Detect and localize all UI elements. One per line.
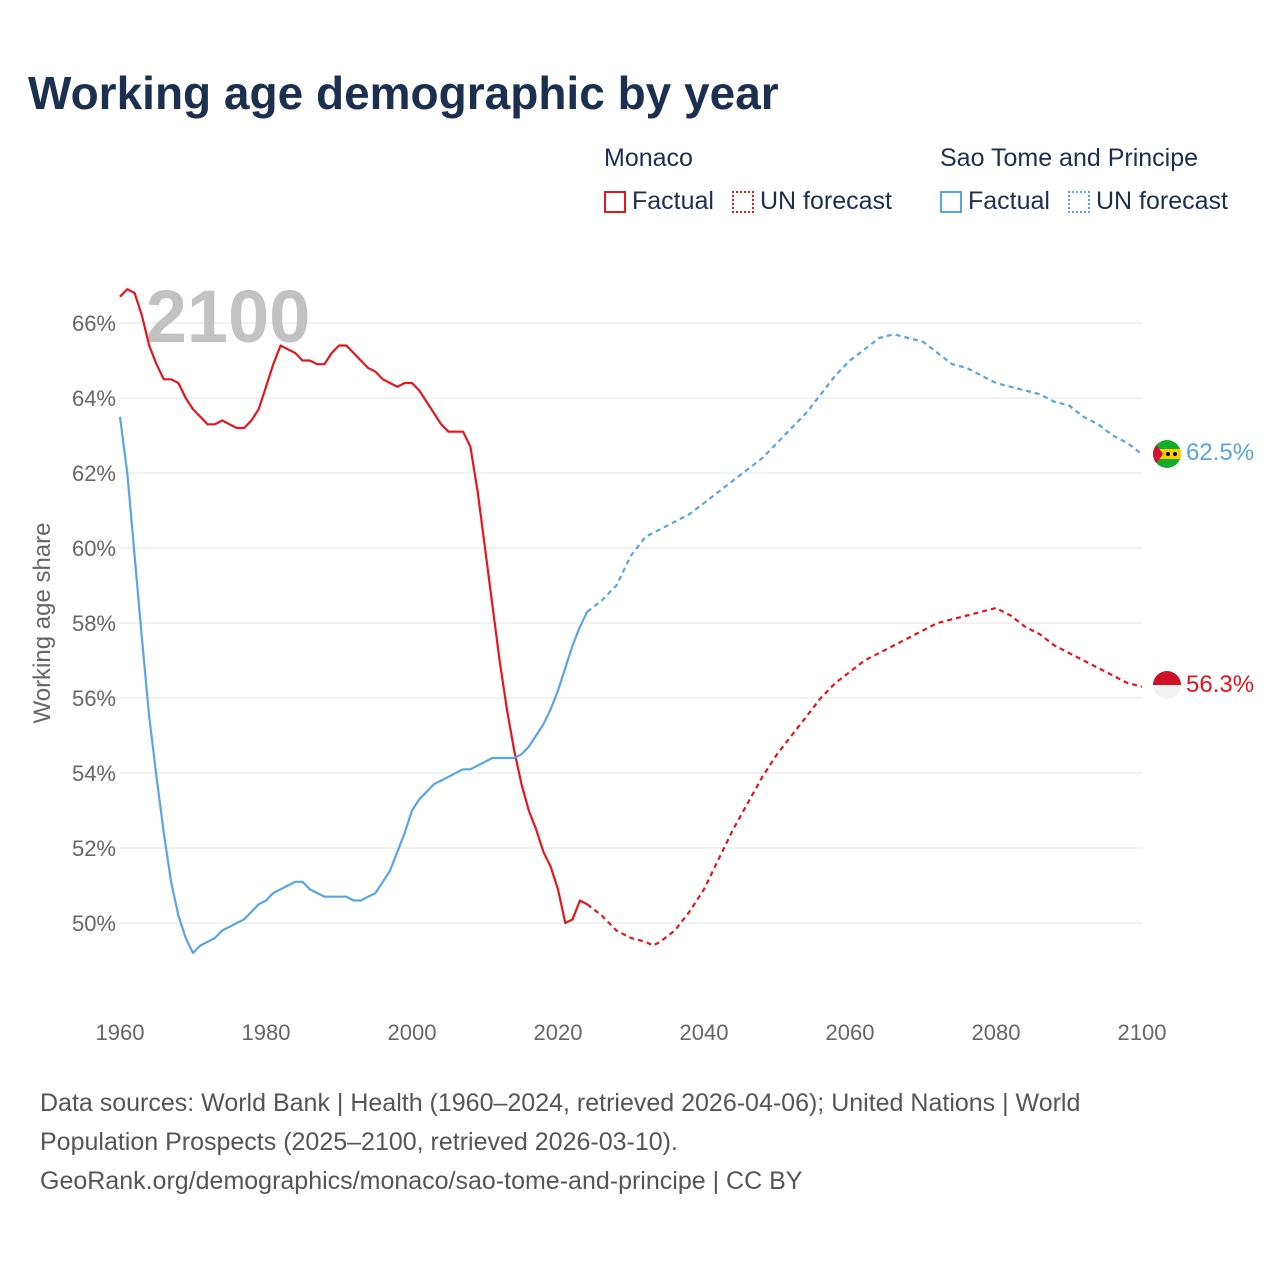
series-lines [118, 288, 1143, 955]
legend-sao-tome-forecast-swatch [1067, 190, 1090, 213]
source-line-1: Data sources: World Bank | Health (1960–… [40, 1089, 1081, 1117]
monaco-forecast-line [586, 606, 1143, 947]
y-tick-label: 56% [72, 686, 116, 711]
x-axis-ticks: 1960 1980 2000 2020 2040 2060 2080 2100 [96, 1020, 1167, 1045]
y-tick-label: 60% [72, 536, 116, 561]
y-tick-label: 54% [72, 761, 116, 786]
y-axis-label: Working age share [29, 523, 56, 724]
y-tick-label: 58% [72, 611, 116, 636]
monaco-end-value: 56.3% [1186, 671, 1254, 698]
x-tick-label: 2020 [534, 1020, 583, 1045]
source-line-2: Population Prospects (2025–2100, retriev… [40, 1128, 678, 1156]
x-tick-label: 1960 [96, 1020, 145, 1045]
legend-monaco-forecast[interactable]: UN forecast [731, 187, 892, 216]
legend-sao-tome-title: Sao Tome and Principe [940, 144, 1199, 172]
legend-monaco: Monaco Factual UN forecast [604, 144, 892, 216]
line-chart: 50% 52% 54% 56% 58% 60% 62% 64% 66% 1960 1980 2000… [29, 275, 1254, 1045]
grid-lines [120, 322, 1142, 924]
y-tick-label: 66% [72, 311, 116, 336]
x-tick-label: 2100 [1118, 1020, 1167, 1045]
legend-sao-tome-factual-swatch [940, 190, 962, 213]
legend-sao-tome-factual-label: Factual [968, 187, 1050, 215]
legend-sao-tome: Sao Tome and Principe Factual UN forecas… [940, 144, 1228, 216]
year-watermark: 2100 [146, 275, 311, 358]
legend-sao-tome-forecast[interactable]: UN forecast [1067, 187, 1228, 216]
legend-sao-tome-forecast-label: UN forecast [1095, 187, 1228, 215]
legend-monaco-forecast-label: UN forecast [759, 187, 892, 215]
source-note: Data sources: World Bank | Health (1960–… [40, 1084, 1220, 1201]
x-tick-label: 2080 [972, 1020, 1021, 1045]
y-tick-label: 64% [72, 386, 116, 411]
x-tick-label: 2060 [826, 1020, 875, 1045]
y-tick-label: 50% [72, 911, 116, 936]
legend-monaco-factual-label: Factual [632, 187, 714, 215]
monaco-factual-line [119, 288, 588, 925]
monaco-flag-icon [1153, 671, 1181, 699]
legend-sao-tome-factual[interactable]: Factual [940, 187, 1050, 216]
sao-tome-and-principe-forecast-line [586, 333, 1143, 613]
x-tick-label: 2040 [680, 1020, 729, 1045]
x-tick-label: 2000 [388, 1020, 437, 1045]
y-tick-label: 62% [72, 461, 116, 486]
y-axis-ticks: 50% 52% 54% 56% 58% 60% 62% 64% 66% [72, 311, 116, 936]
y-tick-label: 52% [72, 836, 116, 861]
legend-monaco-title: Monaco [604, 144, 693, 172]
sao-tome-end-value: 62.5% [1186, 439, 1254, 466]
x-tick-label: 1980 [242, 1020, 291, 1045]
sao-tome-flag-icon [1153, 440, 1181, 468]
sao-tome-and-principe-factual-line [118, 416, 589, 955]
source-line-3: GeoRank.org/demographics/monaco/sao-tome… [40, 1167, 803, 1195]
chart-title: Working age demographic by year [28, 67, 779, 119]
legend-monaco-forecast-swatch [731, 190, 754, 213]
legend-monaco-factual[interactable]: Factual [604, 187, 714, 216]
legend-monaco-factual-swatch [604, 190, 626, 213]
